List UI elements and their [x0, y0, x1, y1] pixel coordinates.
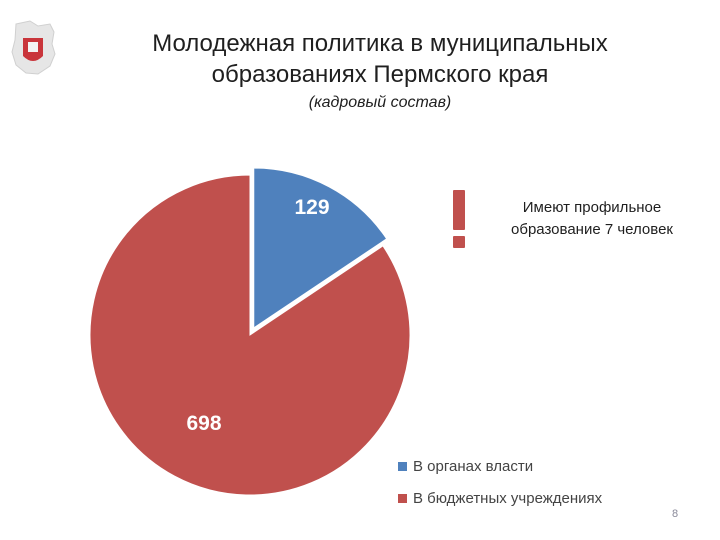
data-label-government: 129 — [294, 196, 329, 219]
title-line-1: Молодежная политика в муниципальных — [152, 30, 608, 57]
title-line-2: образованиях Пермского края — [211, 61, 549, 88]
chart-legend: В органах власти В бюджетных учреждениях — [398, 456, 602, 520]
legend-item-budget-institutions: В бюджетных учреждениях — [398, 488, 602, 508]
legend-swatch-government — [398, 461, 407, 471]
pie-slice-government — [253, 167, 388, 329]
legend-label-budget-institutions: В бюджетных учреждениях — [413, 489, 603, 507]
legend-label-government: В органах власти — [413, 457, 534, 475]
pie-slice-budget-institutions — [89, 174, 411, 496]
data-label-budget-institutions: 698 — [186, 412, 221, 435]
page-title: Молодежная политика в муниципальных обра… — [110, 28, 650, 90]
legend-item-government: В органах власти — [398, 456, 602, 476]
note-line-1: Имеют профильное — [522, 199, 662, 216]
legend-swatch-budget-institutions — [398, 493, 407, 503]
perm-krai-emblem-icon — [11, 20, 56, 75]
page-subtitle: (кадровый состав) — [308, 94, 452, 111]
page-number: 8 — [672, 508, 679, 520]
qualification-note: Имеют профильное образование 7 человек — [484, 197, 700, 241]
exclamation-icon — [453, 190, 465, 248]
note-line-2: образование 7 человек — [511, 221, 673, 238]
